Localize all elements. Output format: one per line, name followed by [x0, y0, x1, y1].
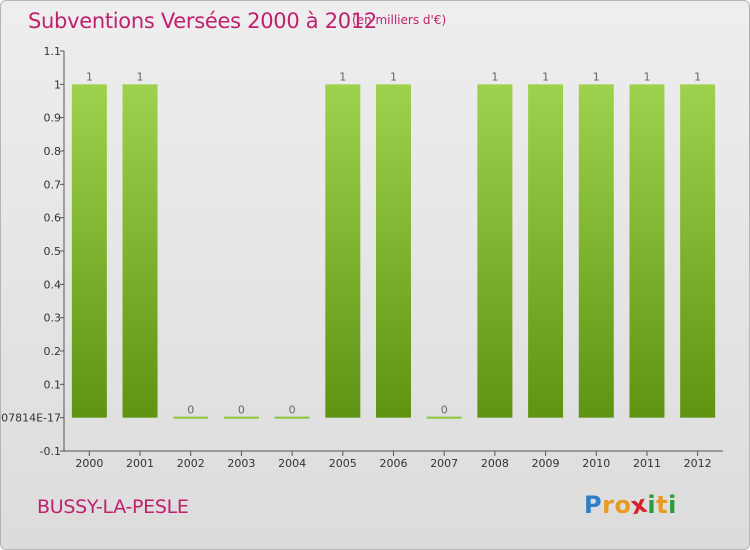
- x-tick-label: 2003: [227, 457, 255, 470]
- bar-2003: [223, 416, 259, 419]
- proxiti-logo: Proxiti: [584, 490, 677, 521]
- bar-2011: [629, 84, 665, 418]
- value-label-2007: 0: [441, 404, 448, 417]
- unit-note: (en milliers d'€): [352, 13, 447, 27]
- y-tick-label: 0.9: [44, 112, 62, 125]
- bar-2001: [122, 84, 158, 418]
- x-tick-label: 2012: [684, 457, 712, 470]
- value-label-2008: 1: [491, 70, 498, 83]
- x-tick-label: 2001: [126, 457, 154, 470]
- y-tick-label: 1.1: [44, 45, 62, 58]
- value-label-2004: 0: [289, 404, 296, 417]
- value-label-2010: 1: [593, 70, 600, 83]
- x-tick-label: 2006: [380, 457, 408, 470]
- value-labels: 1 1 0 0 0 1 1 0 1 1 1 1 1: [86, 70, 701, 416]
- bar-2008: [477, 84, 513, 418]
- y-tick-label: 0.8: [44, 145, 62, 158]
- x-tick-label: 2005: [329, 457, 357, 470]
- y-tick-label: 0.6: [44, 212, 62, 225]
- value-label-2002: 0: [187, 404, 194, 417]
- bar-2010: [578, 84, 614, 418]
- bar-2002: [173, 416, 209, 419]
- logo-letter: P: [584, 491, 603, 519]
- logo-letter: i: [647, 491, 657, 519]
- value-label-2009: 1: [542, 70, 549, 83]
- commune-name: BUSSY-LA-PESLE: [37, 496, 189, 518]
- bar-2005: [325, 84, 361, 418]
- value-label-2000: 1: [86, 70, 93, 83]
- bar-2009: [528, 84, 564, 418]
- bar-2007: [426, 416, 462, 419]
- x-tick-label: 2002: [177, 457, 205, 470]
- logo-letter: o: [614, 491, 632, 519]
- bars: [71, 84, 716, 419]
- value-label-2005: 1: [339, 70, 346, 83]
- x-tick-label: 2008: [481, 457, 509, 470]
- bar-2004: [274, 416, 310, 419]
- logo-letter: r: [602, 491, 615, 519]
- logo-letter: t: [656, 491, 669, 519]
- bar-2006: [376, 84, 411, 418]
- x-tick-label: 2000: [75, 457, 103, 470]
- x-tick-label: 2007: [430, 457, 458, 470]
- y-tick-label: 1: [54, 78, 61, 91]
- bar-2000: [71, 84, 107, 418]
- chart-title: Subventions Versées 2000 à 2012: [28, 9, 377, 33]
- value-label-2001: 1: [137, 70, 144, 83]
- bar-2012: [680, 84, 716, 418]
- axes: 1.1 1 0.9 0.8 0.7 0.6 0.5 0.4 0.3 0.2 0.1 307814E-1…: [1, 45, 723, 470]
- value-label-2012: 1: [694, 70, 701, 83]
- value-label-2006: 1: [390, 70, 397, 83]
- y-tick-label: 0.1: [44, 378, 62, 391]
- y-tick-label: 0.2: [44, 345, 62, 358]
- value-label-2003: 0: [238, 404, 245, 417]
- y-tick-label: 0.7: [44, 178, 62, 191]
- x-tick-label: 2011: [633, 457, 661, 470]
- y-tick-label: 0.5: [44, 245, 62, 258]
- value-label-2011: 1: [643, 70, 650, 83]
- x-tick-label: 2009: [532, 457, 560, 470]
- y-tick-label: 0.4: [44, 278, 62, 291]
- x-tick-label: 2004: [278, 457, 306, 470]
- logo-letter: i: [668, 491, 677, 519]
- x-tick-label: 2010: [582, 457, 610, 470]
- y-tick-label: 307814E-17: [1, 412, 61, 425]
- y-tick-label: 0.3: [44, 312, 62, 325]
- y-tick-label: -0.1: [40, 445, 61, 458]
